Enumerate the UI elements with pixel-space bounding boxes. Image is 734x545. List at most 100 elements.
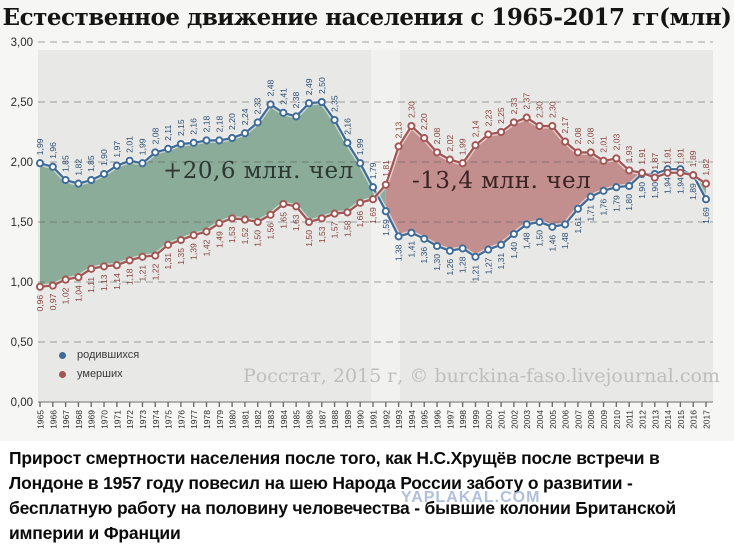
data-label: 1,96 (48, 142, 58, 159)
data-label: 1,99 (35, 138, 45, 155)
x-tick-label: 1985 (292, 410, 302, 429)
data-label: 2,02 (445, 135, 455, 152)
data-point (368, 183, 378, 192)
data-point (650, 173, 659, 182)
x-tick-label: 2001 (497, 410, 507, 429)
data-point (279, 108, 288, 117)
data-point (420, 234, 429, 243)
data-point (189, 231, 198, 240)
data-label: 1,59 (381, 219, 391, 236)
chart-canvas: 1,99 1,961,85 1,82 1,85 1,901,97 2,01 1,992,08… (11, 37, 713, 429)
surplus-annotation: +20,6 млн. чел (163, 158, 354, 184)
data-label: 1,69 (368, 207, 378, 224)
x-tick-label: 2000 (484, 410, 494, 429)
data-label: 1,65 (278, 212, 288, 229)
data-point (202, 136, 211, 145)
data-point (561, 220, 570, 229)
data-point (420, 133, 429, 143)
data-point (176, 139, 185, 149)
data-label: 0,97 (48, 293, 58, 310)
data-point (35, 159, 45, 168)
data-label: 2,33 (253, 97, 263, 114)
data-label: 2,08 (586, 127, 596, 144)
data-point (189, 138, 198, 147)
data-label: 1,31 (163, 253, 173, 270)
x-tick-label: 2017 (702, 410, 712, 429)
data-point (164, 144, 173, 153)
data-label: 2,11 (163, 124, 173, 140)
data-label: 1,39 (189, 243, 199, 260)
x-tick-label: 2010 (612, 410, 622, 429)
data-point (471, 141, 480, 150)
data-label: 1,38 (394, 244, 404, 261)
x-tick-label: 1981 (240, 410, 250, 429)
x-tick-label: 1991 (369, 410, 379, 429)
x-tick-label: 1982 (253, 410, 263, 429)
data-point (356, 159, 365, 168)
data-label: 1,14 (112, 273, 122, 290)
data-point (689, 171, 698, 180)
data-label: 2,13 (394, 121, 404, 138)
data-point (663, 168, 672, 177)
data-label: 1,79 (368, 162, 378, 179)
gridlines (38, 41, 713, 343)
data-label: 1,90 (99, 149, 109, 166)
data-label: 1,87 (650, 153, 660, 170)
x-tick-label: 1975 (164, 410, 174, 429)
x-tick-label: 1986 (304, 410, 314, 429)
births-dot-icon (59, 351, 66, 359)
x-tick-label: 1979 (215, 410, 225, 429)
data-label: 1,71 (586, 205, 596, 222)
data-label: 1,94 (675, 177, 685, 194)
x-tick-label: 2011 (625, 410, 635, 429)
data-point (35, 282, 45, 291)
data-point (279, 199, 288, 209)
data-point (356, 198, 365, 207)
data-label: 1,90 (650, 182, 660, 199)
data-point (125, 256, 134, 265)
data-point (48, 162, 57, 171)
data-label: 2,50 (317, 77, 327, 94)
data-point (176, 235, 185, 245)
x-tick-label: 1987 (317, 410, 327, 429)
data-point (586, 192, 595, 201)
data-point (151, 148, 160, 157)
data-point (253, 118, 262, 127)
data-point (343, 208, 352, 217)
data-label: 2,08 (573, 127, 583, 144)
data-label: 1,27 (483, 257, 493, 274)
y-tick-label: 0,00 (11, 397, 33, 409)
chart-legend: родившихся умерших (59, 349, 139, 387)
data-label: 1,99 (458, 138, 468, 155)
data-label: 2,16 (189, 118, 199, 135)
data-label: 2,48 (266, 79, 276, 96)
data-label: 2,17 (560, 117, 570, 134)
data-label: 1,13 (99, 274, 109, 291)
data-point (381, 180, 390, 189)
source-watermark: Росстат, 2015 г, © burckina-faso.livejou… (243, 365, 720, 387)
x-tick-label: 2015 (676, 410, 686, 429)
data-label: 1,21 (470, 265, 480, 282)
data-point (228, 133, 237, 143)
x-tick-label: 1992 (381, 410, 391, 429)
data-point (112, 261, 121, 270)
legend-item-births: родившихся (59, 349, 139, 361)
data-point (701, 179, 711, 188)
data-label: 1,66 (355, 211, 365, 228)
data-label: 1,58 (342, 220, 352, 237)
data-point (394, 232, 403, 241)
data-label: 1,26 (445, 259, 455, 276)
data-point (112, 161, 121, 170)
data-point (522, 220, 531, 229)
data-label: 2,41 (278, 88, 288, 105)
data-label: 2,25 (496, 107, 506, 124)
data-point (343, 138, 352, 147)
data-label: 0,96 (35, 295, 45, 312)
data-label: 2,24 (240, 108, 250, 125)
data-label: 1,42 (202, 239, 212, 256)
data-label: 2,33 (509, 97, 519, 114)
x-tick-label: 1995 (420, 410, 430, 429)
data-label: 1,61 (573, 217, 583, 234)
data-point (394, 142, 403, 151)
data-label: 1,21 (137, 265, 147, 282)
